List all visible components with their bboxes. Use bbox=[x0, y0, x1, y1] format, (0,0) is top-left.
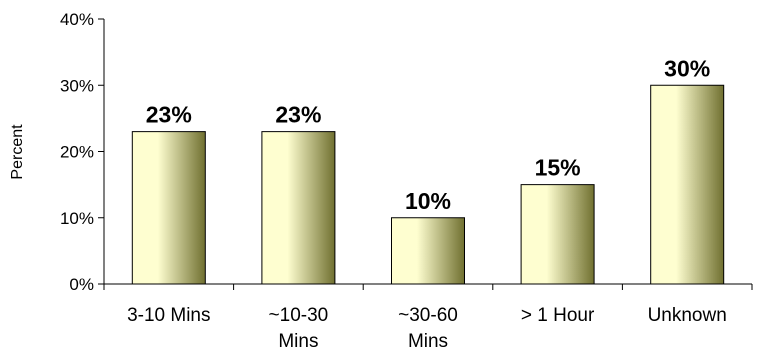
x-axis: 3-10 Mins ~10-30 Mins ~30-60 Mins > 1 Hour Unk… bbox=[103, 283, 753, 352]
bar bbox=[391, 217, 465, 285]
bar bbox=[131, 131, 206, 285]
x-tick-label: 3-10 Mins bbox=[127, 305, 210, 326]
data-label: 10% bbox=[405, 188, 451, 214]
data-label: 30% bbox=[664, 55, 710, 81]
data-label: 15% bbox=[535, 155, 581, 181]
bars: 23% 23% 10% 15% 30% bbox=[131, 55, 725, 285]
x-tick-label: Unknown bbox=[648, 305, 727, 326]
y-tick-label: 40% bbox=[60, 10, 94, 29]
y-axis-label: Percent bbox=[9, 124, 26, 180]
bar bbox=[261, 131, 336, 285]
data-label: 23% bbox=[275, 102, 321, 128]
x-tick-label: ~30-60 Mins bbox=[398, 305, 458, 352]
x-tick-label: ~10-30 Mins bbox=[269, 305, 329, 352]
y-tick-label: 10% bbox=[60, 209, 94, 228]
data-label: 23% bbox=[146, 102, 192, 128]
y-tick-label: 0% bbox=[69, 275, 94, 294]
x-tick-label: > 1 Hour bbox=[521, 305, 595, 326]
bar bbox=[520, 184, 595, 285]
y-axis: 0% 10% 20% 30% 40% bbox=[60, 10, 105, 294]
y-tick-label: 20% bbox=[60, 143, 94, 162]
bar bbox=[650, 84, 725, 285]
y-tick-label: 30% bbox=[60, 76, 94, 95]
